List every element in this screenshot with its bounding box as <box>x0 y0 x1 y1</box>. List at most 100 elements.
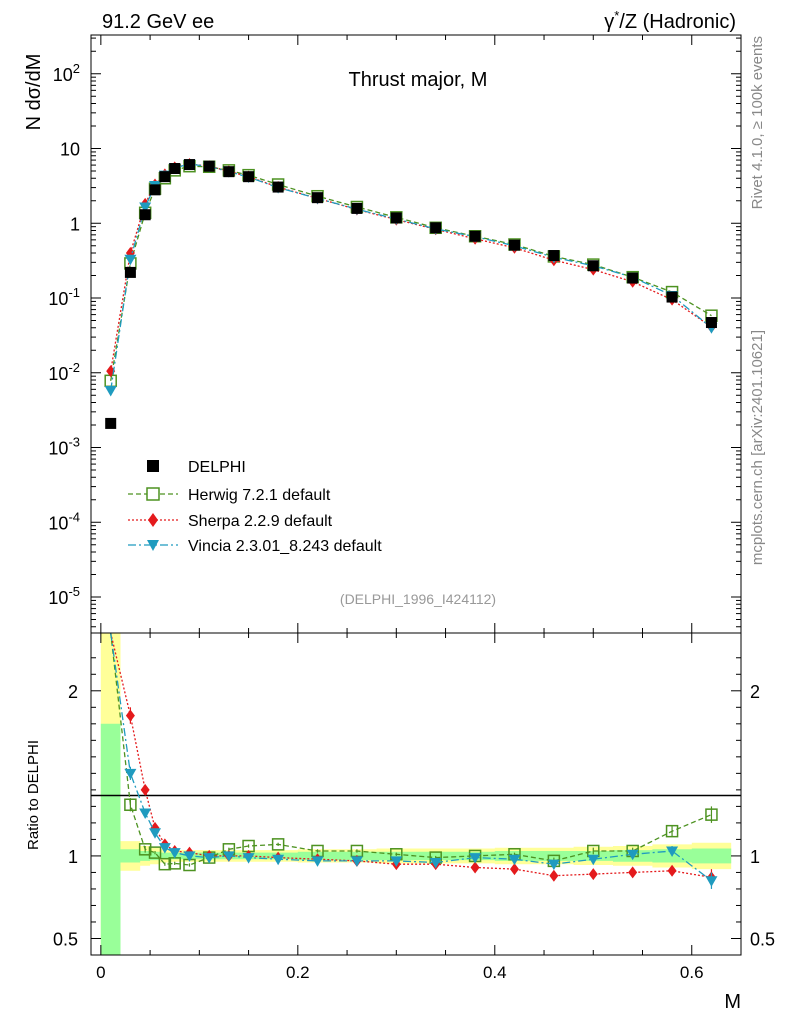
y-tick-label-ratio: 1 <box>68 847 78 867</box>
y-tick-label-main: 10-2 <box>48 360 80 384</box>
y-tick-label-main: 10-4 <box>48 509 80 533</box>
header-right: γ*/Z (Hadronic) <box>604 8 736 33</box>
y-axis-label-main: N dσ/dM <box>23 54 45 131</box>
chart-title: Thrust major, M <box>349 69 488 91</box>
marker-delphi <box>149 184 161 196</box>
marker-delphi <box>627 272 639 284</box>
ratio-line-herwig <box>110 632 712 866</box>
marker-delphi <box>183 159 195 171</box>
ratio-marker-vincia <box>626 849 639 861</box>
marker-delphi <box>430 222 442 234</box>
marker-delphi <box>139 209 151 221</box>
main-panel-series <box>104 158 718 429</box>
legend-label-herwig: Herwig 7.2.1 default <box>188 487 331 504</box>
ratio-marker-herwig <box>350 844 364 858</box>
ratio-panel-axes: 0 0.2 0.4 0.6 0.5 0.5 1 1 2 2 <box>53 633 775 982</box>
marker-delphi <box>223 166 235 178</box>
y-tick-label-ratio: 2 <box>68 682 78 702</box>
legend-marker-vincia <box>147 540 159 551</box>
ratio-band-total <box>100 633 732 955</box>
ratio-marker-herwig <box>148 846 162 859</box>
y-tick-label-ratio-right: 0.5 <box>750 929 775 949</box>
ratio-marker-herwig <box>271 838 285 851</box>
marker-vincia <box>139 202 152 214</box>
main-panel-axes: 10-5 10-4 10-3 10-2 10-1 1 10 102 <box>48 35 741 633</box>
marker-sherpa <box>125 247 135 260</box>
legend-marker-sherpa <box>148 513 158 527</box>
header-left: 91.2 GeV ee <box>102 11 214 33</box>
y-tick-label-main: 10-1 <box>48 285 80 309</box>
ratio-marker-vincia <box>203 853 216 864</box>
ratio-marker-herwig <box>242 839 255 853</box>
ratio-line-vincia <box>110 632 712 882</box>
ratio-marker-sherpa <box>628 866 638 879</box>
analysis-id: (DELPHI_1996_I424112) <box>340 591 496 607</box>
ratio-marker-sherpa <box>470 861 480 874</box>
legend-label-sherpa: Sherpa 2.2.9 default <box>188 513 333 530</box>
marker-delphi <box>508 239 520 251</box>
ratio-marker-sherpa <box>667 864 677 877</box>
ratio-marker-vincia <box>587 854 600 866</box>
line-herwig <box>110 165 712 381</box>
line-vincia <box>110 163 712 391</box>
marker-delphi <box>351 202 363 214</box>
marker-delphi <box>124 266 136 278</box>
ratio-marker-sherpa <box>588 868 598 881</box>
legend-label-data: DELPHI <box>188 459 246 476</box>
marker-delphi <box>169 163 181 175</box>
ratio-marker-vincia <box>469 853 482 864</box>
marker-vincia <box>104 385 117 397</box>
ratio-marker-vincia <box>168 848 181 859</box>
x-axis-label: M <box>724 991 741 1013</box>
ratio-marker-vincia <box>124 768 137 780</box>
y-tick-label-ratio: 0.5 <box>53 929 78 949</box>
marker-delphi <box>105 417 117 429</box>
marker-delphi <box>705 317 717 329</box>
ratio-marker-herwig <box>705 808 718 821</box>
marker-delphi <box>159 171 171 183</box>
x-tick-label: 0 <box>96 963 105 982</box>
y-tick-label-main: 1 <box>70 214 80 234</box>
ratio-marker-herwig <box>124 798 137 811</box>
marker-delphi <box>243 171 255 183</box>
ratio-marker-vincia <box>547 859 560 871</box>
ratio-marker-vincia <box>350 856 363 867</box>
y-axis-label-ratio: Ratio to DELPHI <box>25 740 42 850</box>
ratio-marker-vincia <box>158 843 171 854</box>
ratio-panel-series <box>110 632 718 889</box>
ratio-marker-vincia <box>311 856 324 867</box>
marker-delphi <box>312 192 324 204</box>
ratio-marker-vincia <box>139 808 152 819</box>
marker-delphi <box>203 160 215 172</box>
marker-vincia <box>124 254 137 266</box>
legend-marker-herwig <box>146 487 160 501</box>
ratio-marker-vincia <box>149 828 162 839</box>
ratio-marker-sherpa <box>125 709 135 722</box>
ratio-marker-vincia <box>242 853 255 864</box>
y-tick-label-main: 10-3 <box>48 435 80 459</box>
legend: DELPHI Herwig 7.2.1 default Sherpa 2.2.9… <box>128 459 382 555</box>
legend-label-vincia: Vincia 2.3.01_8.243 default <box>188 538 382 555</box>
marker-delphi <box>666 291 678 303</box>
x-tick-label: 0.2 <box>286 963 310 982</box>
ratio-marker-vincia <box>705 876 718 887</box>
marker-delphi <box>469 230 481 242</box>
ratio-marker-vincia <box>183 851 196 862</box>
ratio-marker-herwig <box>168 857 181 870</box>
rivet-version-text: Rivet 4.1.0, ≥ 100k events <box>749 36 766 209</box>
ratio-marker-herwig <box>665 824 679 838</box>
ratio-marker-vincia <box>272 854 285 866</box>
ratio-marker-vincia <box>508 854 521 866</box>
marker-delphi <box>548 250 560 262</box>
marker-delphi <box>272 181 284 193</box>
ratio-marker-herwig <box>138 843 152 856</box>
x-tick-label: 0.6 <box>680 963 704 982</box>
legend-marker-data <box>147 460 159 472</box>
y-tick-label-main: 102 <box>53 61 80 85</box>
mcplots-reference-text: mcplots.cern.ch [arXiv:2401.10621] <box>749 330 766 565</box>
ratio-line-sherpa <box>110 632 712 879</box>
ratio-panel-frame <box>90 632 742 956</box>
x-tick-label: 0.4 <box>483 963 507 982</box>
ratio-marker-vincia <box>390 856 403 867</box>
